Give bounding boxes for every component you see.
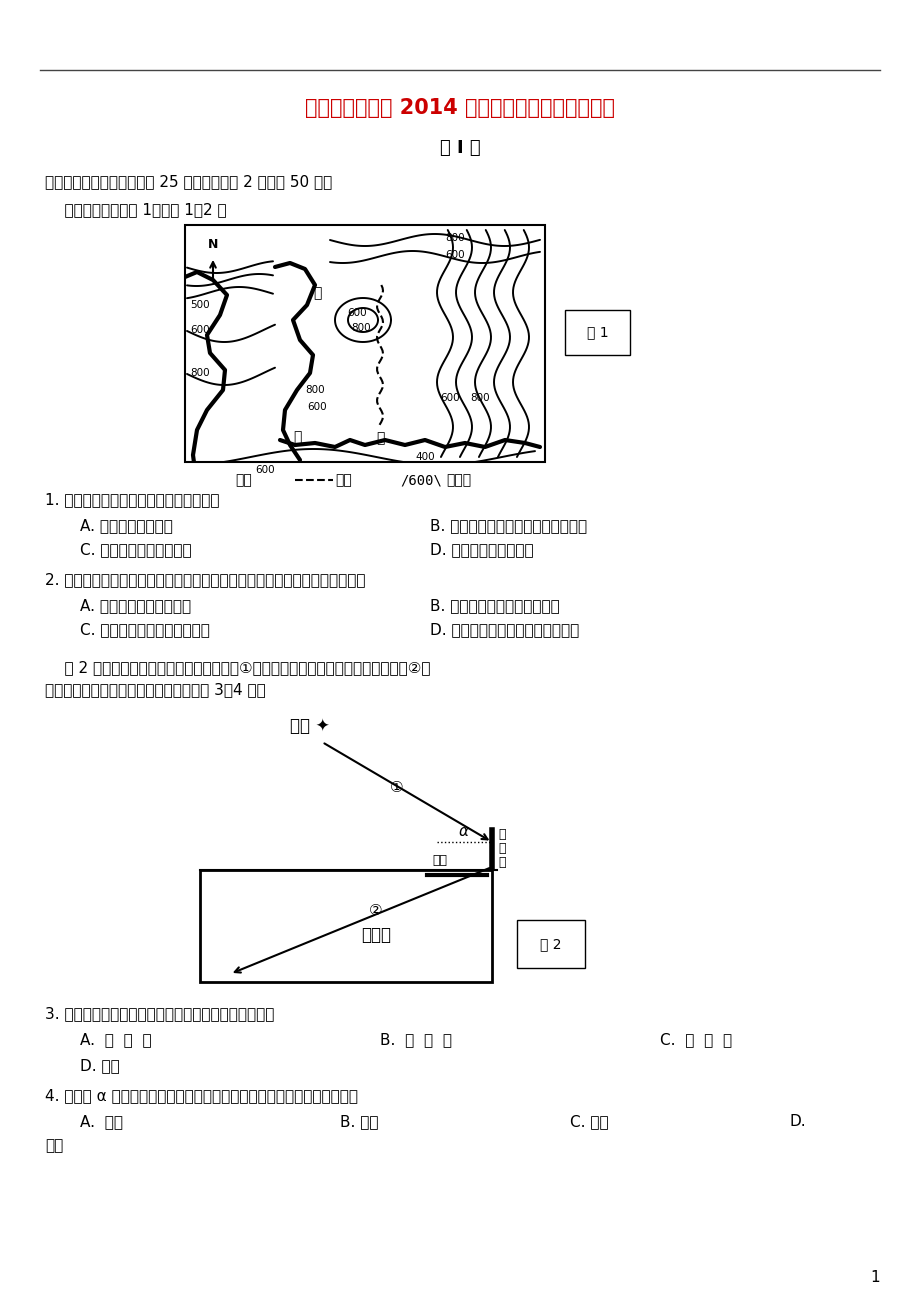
Text: 地下室: 地下室 <box>360 926 391 944</box>
Text: 图 2 为安徽某地地下室采光示意图，箭头①表示某日正午太阳光线照射情况，箭头②表: 图 2 为安徽某地地下室采光示意图，箭头①表示某日正午太阳光线照射情况，箭头②表 <box>45 660 430 676</box>
Text: 800: 800 <box>351 323 370 333</box>
Text: 河流: 河流 <box>234 473 252 487</box>
Bar <box>516 921 584 967</box>
Text: 600: 600 <box>445 250 464 260</box>
Text: ②: ② <box>369 904 382 918</box>
Bar <box>199 870 492 982</box>
Text: 六安市城南中学 2014 届高三第四次月考地理试卷: 六安市城南中学 2014 届高三第四次月考地理试卷 <box>305 98 614 118</box>
Text: 一、单项选择题（本大题共 25 小题，每小题 2 分，共 50 分）: 一、单项选择题（本大题共 25 小题，每小题 2 分，共 50 分） <box>45 174 332 190</box>
Text: 2. 图中两河流间开挖了一条运河，但并没有选择在甲、乙两点之间，其原因是: 2. 图中两河流间开挖了一条运河，但并没有选择在甲、乙两点之间，其原因是 <box>45 573 365 587</box>
Text: 等高线: 等高线 <box>446 473 471 487</box>
Text: B. 甲河主要流向西，乙河主要流向东: B. 甲河主要流向西，乙河主要流向东 <box>429 518 586 534</box>
Text: 600: 600 <box>346 309 367 318</box>
Text: 玻璃: 玻璃 <box>432 854 447 867</box>
Bar <box>185 225 544 462</box>
Text: 示通过反光镜反射到地下室的光线。完成 3～4 题。: 示通过反光镜反射到地下室的光线。完成 3～4 题。 <box>45 682 266 698</box>
Text: N: N <box>208 238 218 251</box>
Text: 读下面等高线图图 1，完成 1～2 题: 读下面等高线图图 1，完成 1～2 题 <box>45 203 226 217</box>
Text: B.  五  一  节: B. 五 一 节 <box>380 1032 451 1048</box>
Text: 乙: 乙 <box>292 430 301 444</box>
Text: 1. 图中河流甲与河流乙相比，能确定的是: 1. 图中河流甲与河流乙相比，能确定的是 <box>45 492 220 508</box>
Text: 丙: 丙 <box>375 431 384 445</box>
Text: A.  清  明  节: A. 清 明 节 <box>80 1032 152 1048</box>
Text: 甲: 甲 <box>312 286 321 299</box>
Text: /600\: /600\ <box>400 473 441 487</box>
Text: 800: 800 <box>470 393 489 404</box>
Text: B. 六安: B. 六安 <box>340 1115 378 1130</box>
Text: D. 甲、乙两点间有难以逾越的河流: D. 甲、乙两点间有难以逾越的河流 <box>429 622 579 638</box>
Text: D.: D. <box>789 1115 806 1130</box>
Text: 3. 下列节日中，地下室地面被反射光照射面积最大的是: 3. 下列节日中，地下室地面被反射光照射面积最大的是 <box>45 1006 274 1022</box>
Text: 1: 1 <box>869 1271 879 1285</box>
Text: A. 甲河水量大于乙河: A. 甲河水量大于乙河 <box>80 518 173 534</box>
Text: B. 甲、乙两点间相对高度较大: B. 甲、乙两点间相对高度较大 <box>429 599 559 613</box>
Text: ①: ① <box>390 780 403 794</box>
Text: 600: 600 <box>255 465 275 475</box>
Text: C. 广州: C. 广州 <box>570 1115 608 1130</box>
Text: 500: 500 <box>190 299 210 310</box>
Bar <box>564 310 630 355</box>
Text: 运河: 运河 <box>335 473 351 487</box>
Text: 600: 600 <box>439 393 460 404</box>
Text: 600: 600 <box>307 402 326 411</box>
Text: 图 2: 图 2 <box>539 937 562 950</box>
Text: 太阳 ✦: 太阳 ✦ <box>289 717 329 736</box>
Text: 第 I 卷: 第 I 卷 <box>439 139 480 158</box>
Text: C.  国  庆  节: C. 国 庆 节 <box>659 1032 732 1048</box>
Text: D. 元旦: D. 元旦 <box>80 1059 119 1074</box>
Text: 400: 400 <box>414 452 434 462</box>
Text: C. 甲河通航里程长于乙河: C. 甲河通航里程长于乙河 <box>80 543 191 557</box>
Text: 800: 800 <box>445 233 464 243</box>
Text: 4. 当图中 α 角最大时，通过反光镜反射光线照射地下室时间最长的地点是: 4. 当图中 α 角最大时，通过反光镜反射光线照射地下室时间最长的地点是 <box>45 1088 357 1104</box>
Text: A.  北京: A. 北京 <box>80 1115 123 1130</box>
Text: D. 甲河结冰期长于乙河: D. 甲河结冰期长于乙河 <box>429 543 533 557</box>
Text: 800: 800 <box>305 385 324 395</box>
Text: A. 甲、乙两点间距离较远: A. 甲、乙两点间距离较远 <box>80 599 191 613</box>
Text: C. 甲、乙两点间地形起伏较大: C. 甲、乙两点间地形起伏较大 <box>80 622 210 638</box>
Text: 图 1: 图 1 <box>586 326 607 340</box>
Text: 800: 800 <box>190 368 210 378</box>
Text: 600: 600 <box>190 326 210 335</box>
Text: 海口: 海口 <box>45 1138 63 1154</box>
Text: α: α <box>459 824 469 840</box>
Text: 反
光
镜: 反 光 镜 <box>497 828 505 868</box>
